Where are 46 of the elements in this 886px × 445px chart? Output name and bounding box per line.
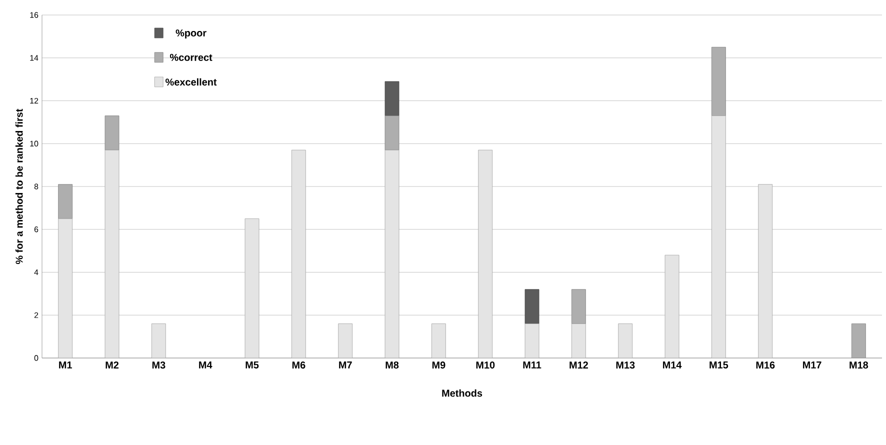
bar	[338, 324, 353, 358]
bar	[431, 324, 446, 358]
x-tick-label: M16	[756, 362, 775, 369]
x-tick-label: M8	[386, 362, 399, 369]
x-tick-label: M14	[662, 362, 682, 368]
bar	[524, 324, 540, 358]
y-axis-title: % for a method to be ranked first	[15, 108, 23, 264]
bar	[711, 46, 726, 116]
x-tick-label: M18	[850, 362, 868, 369]
x-tick-label: M9	[432, 362, 446, 369]
x-tick-label: M12	[570, 362, 588, 368]
x-tick-label: M15	[710, 362, 728, 368]
x-tick-label: M4	[199, 362, 212, 368]
bar	[58, 184, 73, 219]
bar	[58, 218, 73, 358]
x-tick-label: M13	[616, 362, 635, 369]
bar	[571, 289, 586, 324]
legend-label: %excellent	[166, 78, 217, 86]
bar	[291, 150, 306, 358]
x-tick-label: M10	[476, 362, 495, 369]
bar	[104, 116, 120, 150]
x-tick-label: M2	[106, 362, 119, 368]
bar	[758, 184, 773, 358]
bar	[384, 150, 400, 358]
bar	[664, 254, 680, 358]
bar	[618, 324, 633, 358]
x-tick-label: M7	[339, 362, 352, 368]
bar	[104, 150, 120, 358]
x-tick-label: M17	[802, 362, 822, 368]
legend-label: %poor	[176, 29, 206, 38]
bar	[711, 116, 726, 358]
bar	[151, 324, 166, 358]
bar	[571, 324, 586, 358]
bar	[524, 289, 540, 324]
bar	[384, 116, 400, 150]
bar	[384, 81, 400, 116]
bar	[244, 218, 260, 358]
x-tick-label: M11	[523, 362, 542, 368]
x-tick-label: M5	[246, 362, 259, 368]
x-tick-label: M1	[59, 362, 72, 368]
bar	[478, 150, 493, 358]
legend-label: %correct	[170, 54, 212, 61]
bar	[851, 324, 866, 358]
x-tick-label: M3	[152, 362, 166, 369]
x-axis-title: Methods	[442, 389, 482, 397]
x-tick-label: M6	[292, 362, 306, 369]
